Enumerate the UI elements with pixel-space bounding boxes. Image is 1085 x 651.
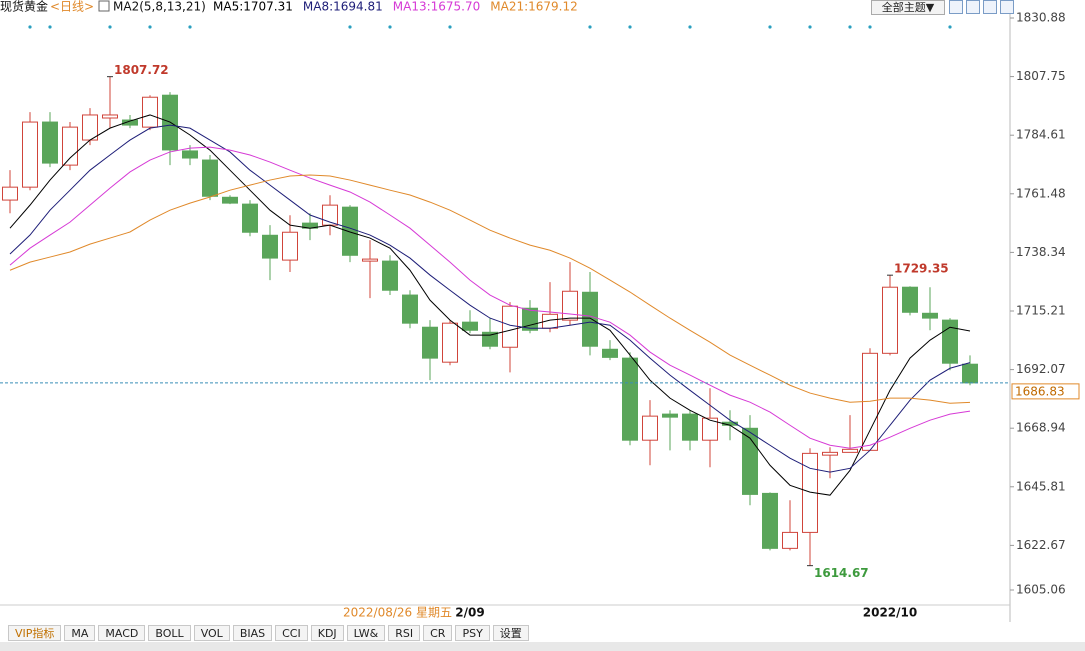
candle-body bbox=[82, 114, 98, 141]
icon-button[interactable] bbox=[1000, 0, 1014, 14]
candle-body bbox=[222, 196, 238, 204]
y-tick-label: 1692.07 bbox=[1016, 362, 1066, 376]
candle-body bbox=[582, 291, 598, 347]
candle-body bbox=[42, 121, 58, 164]
candle-body bbox=[902, 286, 918, 313]
indicator-tab[interactable]: KDJ bbox=[310, 625, 344, 641]
y-tick-label: 1645.81 bbox=[1016, 479, 1066, 493]
period: <日线> bbox=[50, 0, 94, 14]
candle-body bbox=[942, 319, 958, 364]
toolbar-icons bbox=[949, 0, 1014, 14]
legend-entry: MA5:1707.31 bbox=[213, 0, 293, 14]
indicator-tab[interactable]: PSY bbox=[455, 625, 490, 641]
last-price-box bbox=[1011, 383, 1080, 400]
y-tick-label: 1605.06 bbox=[1016, 583, 1066, 597]
candle-body bbox=[2, 186, 18, 201]
candle-body bbox=[282, 231, 298, 261]
indicator-tab[interactable]: MA bbox=[64, 625, 96, 641]
candle-body bbox=[562, 290, 578, 321]
indicator-tab[interactable]: BIAS bbox=[232, 625, 273, 641]
candle-body bbox=[482, 331, 498, 347]
extreme-label: 1729.35 bbox=[894, 262, 949, 276]
indicator-tab[interactable]: CCI bbox=[275, 625, 308, 641]
ma-line bbox=[9, 146, 971, 449]
chart-title: 现货黄金 bbox=[0, 0, 48, 14]
candle-body bbox=[202, 159, 218, 197]
y-tick-label: 1668.94 bbox=[1016, 421, 1066, 435]
icon-button[interactable] bbox=[983, 0, 997, 14]
legend-entry: MA13:1675.70 bbox=[393, 0, 481, 14]
candle-body bbox=[502, 305, 518, 348]
candle-body bbox=[342, 206, 358, 256]
y-tick-label: 1622.67 bbox=[1016, 538, 1066, 552]
candle-body bbox=[362, 258, 378, 262]
extreme-label: 1614.67 bbox=[814, 566, 869, 580]
last-price-label: 1686.83 bbox=[1015, 384, 1065, 398]
x-tick-label: 2/09 bbox=[455, 606, 484, 620]
ma-line bbox=[9, 174, 971, 404]
x-tick-label: 2022/10 bbox=[863, 606, 917, 620]
theme-button[interactable]: 全部主题▼ bbox=[871, 0, 945, 15]
icon-button[interactable] bbox=[949, 0, 963, 14]
y-tick-label: 1807.75 bbox=[1016, 69, 1066, 83]
ma-line bbox=[9, 114, 971, 496]
candle-body bbox=[622, 357, 638, 441]
candle-body bbox=[182, 150, 198, 159]
candle-body bbox=[242, 203, 258, 233]
extreme-label: 1807.72 bbox=[114, 63, 169, 77]
candle-body bbox=[662, 413, 678, 418]
legend-entry: MA8:1694.81 bbox=[303, 0, 383, 14]
indicator: MA2(5,8,13,21) bbox=[113, 0, 206, 14]
date-readout: 2022/08/26 星期五 bbox=[343, 606, 452, 620]
candle-body bbox=[462, 321, 478, 331]
indicator-tab[interactable]: 设置 bbox=[492, 625, 529, 641]
candle-body bbox=[102, 114, 118, 119]
candle-body bbox=[642, 415, 658, 441]
candle-body bbox=[822, 451, 838, 456]
y-tick-label: 1784.61 bbox=[1016, 128, 1066, 142]
candle-body bbox=[842, 448, 858, 453]
y-tick-label: 1761.48 bbox=[1016, 186, 1066, 200]
candle-body bbox=[922, 312, 938, 319]
indicator-tab[interactable]: VIP指标 bbox=[8, 625, 62, 641]
candle-body bbox=[962, 363, 978, 384]
candle-body bbox=[762, 492, 778, 549]
candle-body bbox=[402, 294, 418, 324]
icon-button[interactable] bbox=[966, 0, 980, 14]
candle-body bbox=[782, 531, 798, 549]
ma-line bbox=[9, 124, 971, 473]
candle-body bbox=[602, 348, 618, 358]
candle-body bbox=[682, 413, 698, 441]
candle-body bbox=[262, 234, 278, 259]
indicator-tab[interactable]: RSI bbox=[388, 625, 421, 641]
legend-entry: MA21:1679.12 bbox=[490, 0, 578, 14]
candle-body bbox=[882, 286, 898, 354]
bottom-strip bbox=[0, 642, 1085, 651]
candle-body bbox=[142, 96, 158, 128]
indicator-icon bbox=[98, 0, 110, 12]
y-tick-label: 1715.21 bbox=[1016, 303, 1066, 317]
indicator-tab[interactable]: BOLL bbox=[148, 625, 191, 641]
indicator-tabs: VIP指标 MA MACD BOLL VOL BIAS CCI KDJ LW& RSI CR PSY 设… bbox=[8, 625, 529, 641]
candle-body bbox=[22, 121, 38, 188]
candle-body bbox=[382, 260, 398, 291]
candle-body bbox=[422, 326, 438, 359]
y-tick-label: 1830.88 bbox=[1016, 11, 1066, 25]
candle-body bbox=[122, 119, 138, 126]
event-dots bbox=[28, 25, 952, 29]
y-tick-label: 1738.34 bbox=[1016, 245, 1066, 259]
candle-body bbox=[442, 322, 458, 363]
candle-body bbox=[702, 417, 718, 441]
candle-body bbox=[742, 427, 758, 495]
candle-body bbox=[62, 126, 78, 166]
indicator-tab[interactable]: MACD bbox=[98, 625, 146, 641]
indicator-tab[interactable]: CR bbox=[423, 625, 453, 641]
indicator-tab[interactable]: LW& bbox=[346, 625, 386, 641]
indicator-tab[interactable]: VOL bbox=[193, 625, 230, 641]
